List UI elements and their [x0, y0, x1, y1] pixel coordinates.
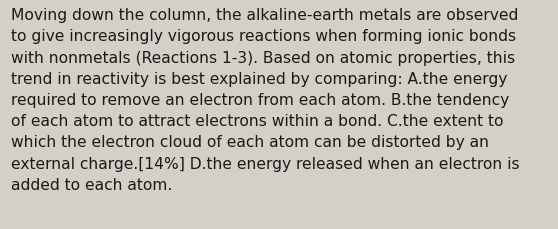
Text: Moving down the column, the alkaline-earth metals are observed
to give increasin: Moving down the column, the alkaline-ear… [11, 8, 520, 192]
